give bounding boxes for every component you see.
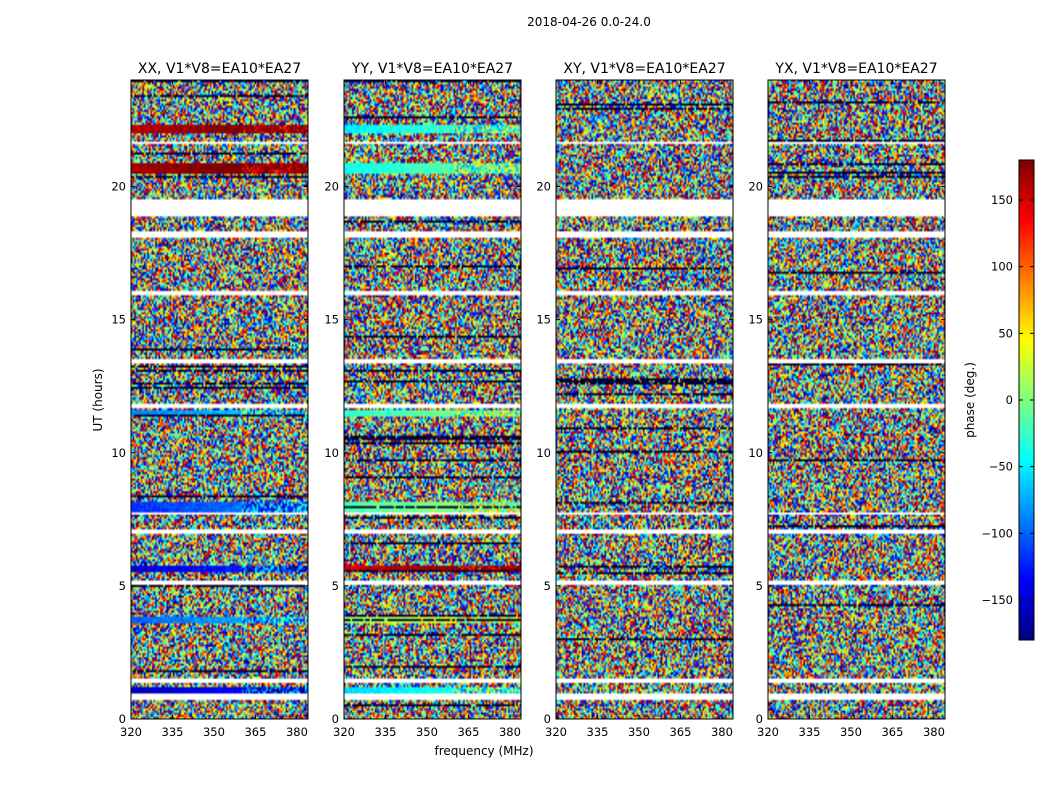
x-tick-label: 380 bbox=[286, 725, 308, 739]
panel-title: YY, V1*V8=EA10*EA27 bbox=[351, 61, 513, 77]
x-tick-label: 365 bbox=[457, 725, 479, 739]
y-tick-label: 10 bbox=[536, 446, 551, 460]
y-tick-label: 5 bbox=[119, 579, 126, 593]
panel-heatmap bbox=[344, 80, 521, 719]
y-tick-label: 15 bbox=[324, 313, 339, 327]
y-tick-label: 20 bbox=[111, 180, 126, 194]
x-tick-label: 350 bbox=[628, 725, 650, 739]
x-tick-label: 365 bbox=[669, 725, 691, 739]
y-tick-label: 0 bbox=[544, 712, 551, 726]
y-tick-label: 20 bbox=[748, 180, 763, 194]
y-tick-label: 0 bbox=[332, 712, 339, 726]
panel-frame bbox=[767, 79, 946, 720]
panel-heatmap bbox=[556, 80, 733, 719]
y-tick-label: 5 bbox=[756, 579, 763, 593]
colorbar-tick-label: 100 bbox=[991, 260, 1013, 274]
y-tick-label: 20 bbox=[536, 180, 551, 194]
colorbar-tick-label: −150 bbox=[981, 593, 1013, 607]
panel-heatmap bbox=[768, 80, 945, 719]
x-tick-label: 380 bbox=[711, 725, 733, 739]
x-tick-label: 320 bbox=[545, 725, 567, 739]
x-tick-label: 335 bbox=[162, 725, 184, 739]
panel-xx: XX, V1*V8=EA10*EA27 320 335 350 365 380 0 5 10 15… bbox=[111, 61, 309, 739]
y-tick-label: 10 bbox=[111, 446, 126, 460]
y-tick-label: 15 bbox=[536, 313, 551, 327]
y-tick-label: 15 bbox=[748, 313, 763, 327]
x-tick-label: 350 bbox=[416, 725, 438, 739]
y-tick-label: 10 bbox=[324, 446, 339, 460]
x-tick-label: 365 bbox=[881, 725, 903, 739]
panel-title: YX, V1*V8=EA10*EA27 bbox=[774, 61, 937, 77]
y-tick-label: 0 bbox=[119, 712, 126, 726]
y-tick-label: 0 bbox=[756, 712, 763, 726]
x-tick-label: 335 bbox=[799, 725, 821, 739]
y-tick-label: 5 bbox=[544, 579, 551, 593]
figure-suptitle: 2018-04-26 0.0-24.0 bbox=[527, 15, 651, 29]
y-axis-label: UT (hours) bbox=[91, 368, 105, 431]
y-tick-label: 20 bbox=[324, 180, 339, 194]
panels: XX, V1*V8=EA10*EA27 320 335 350 365 380 0 5 10 15… bbox=[111, 61, 946, 739]
colorbar-ticks: 150 100 50 0 −50 −100 −150 bbox=[981, 193, 1034, 607]
y-tick-label: 5 bbox=[332, 579, 339, 593]
panel-frame bbox=[555, 79, 734, 720]
panel-title: XY, V1*V8=EA10*EA27 bbox=[563, 61, 725, 77]
y-tick-label: 10 bbox=[748, 446, 763, 460]
colorbar-tick-label: −100 bbox=[981, 526, 1013, 540]
y-tick-label: 15 bbox=[111, 313, 126, 327]
x-tick-label: 380 bbox=[499, 725, 521, 739]
colorbar-tick-label: 0 bbox=[1006, 393, 1013, 407]
colorbar: 150 100 50 0 −50 −100 −150 phase (deg.) bbox=[963, 159, 1035, 641]
panel-frame bbox=[130, 79, 309, 720]
x-tick-label: 320 bbox=[757, 725, 779, 739]
panel-frame bbox=[343, 79, 522, 720]
panel-heatmap bbox=[131, 80, 308, 719]
x-tick-label: 335 bbox=[587, 725, 609, 739]
x-tick-label: 380 bbox=[923, 725, 945, 739]
x-tick-label: 350 bbox=[840, 725, 862, 739]
x-tick-label: 320 bbox=[333, 725, 355, 739]
panel-xy: XY, V1*V8=EA10*EA27 320 335 350 365 380 0 5 10 15… bbox=[536, 61, 734, 739]
colorbar-tick-label: −50 bbox=[989, 460, 1013, 474]
panel-yy: YY, V1*V8=EA10*EA27 320 335 350 365 380 0 5 10 15… bbox=[324, 61, 522, 739]
x-tick-label: 350 bbox=[203, 725, 225, 739]
colorbar-tick-label: 50 bbox=[998, 326, 1013, 340]
panel-title: XX, V1*V8=EA10*EA27 bbox=[138, 61, 301, 77]
x-tick-label: 335 bbox=[375, 725, 397, 739]
x-axis-label: frequency (MHz) bbox=[434, 744, 533, 758]
x-tick-label: 320 bbox=[120, 725, 142, 739]
colorbar-gradient bbox=[1019, 160, 1034, 640]
panel-yx: YX, V1*V8=EA10*EA27 320 335 350 365 380 0 5 10 15… bbox=[748, 61, 946, 739]
colorbar-tick-label: 150 bbox=[991, 193, 1013, 207]
x-tick-label: 365 bbox=[244, 725, 266, 739]
colorbar-label: phase (deg.) bbox=[963, 362, 977, 438]
